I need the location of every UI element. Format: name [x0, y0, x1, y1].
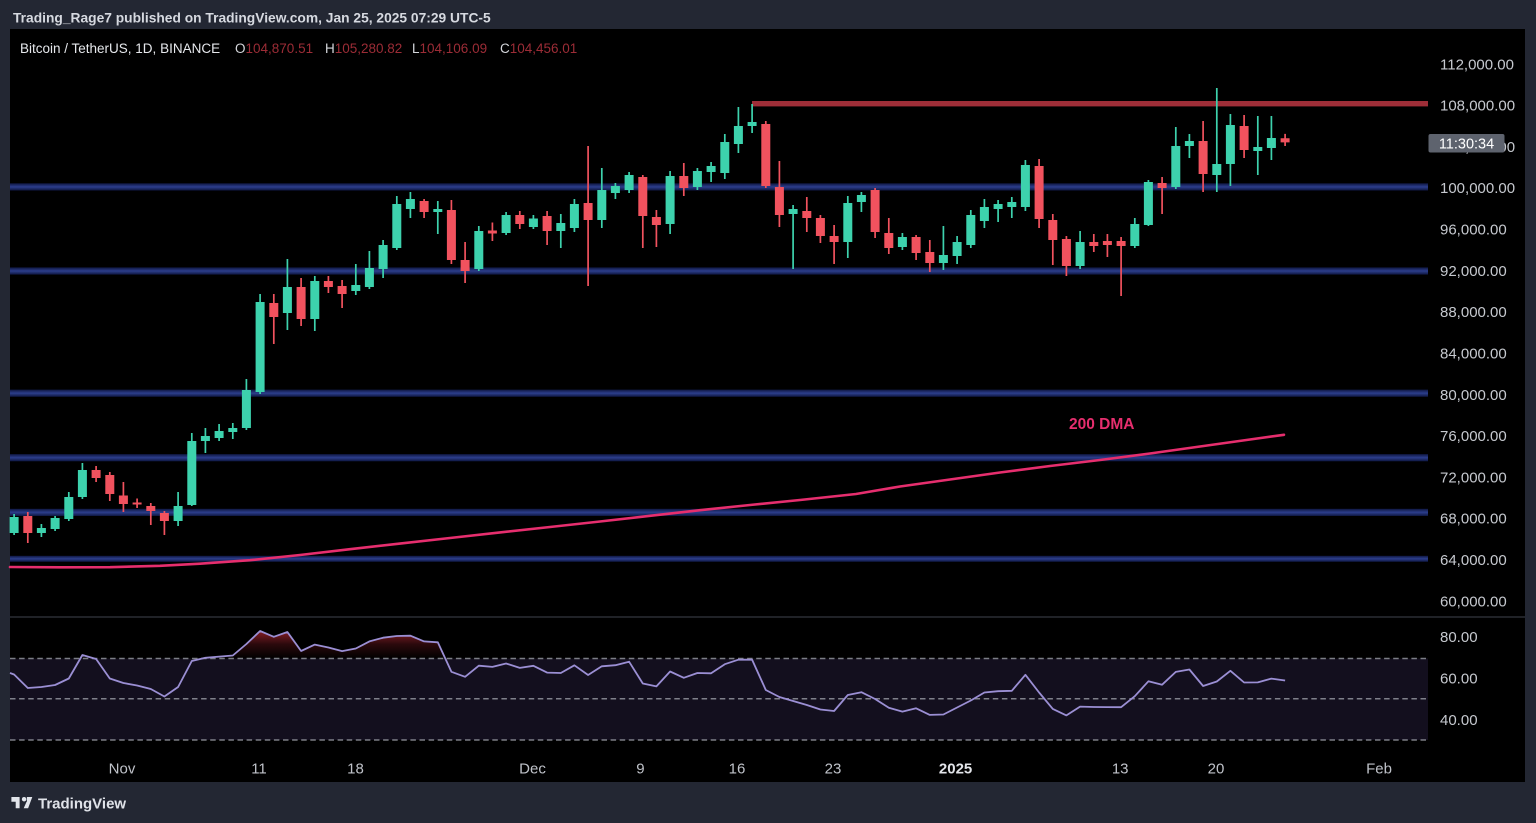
svg-text:80,000.00: 80,000.00: [1440, 387, 1507, 404]
svg-text:11:30:34: 11:30:34: [1439, 136, 1494, 152]
svg-text:13: 13: [1112, 761, 1129, 778]
svg-text:C104,456.01: C104,456.01: [500, 41, 577, 56]
svg-text:88,000.00: 88,000.00: [1440, 304, 1507, 321]
svg-text:L104,106.09: L104,106.09: [412, 41, 487, 56]
svg-text:92,000.00: 92,000.00: [1440, 263, 1507, 280]
svg-text:18: 18: [347, 761, 364, 778]
svg-text:11: 11: [251, 761, 267, 778]
svg-text:40.00: 40.00: [1440, 712, 1478, 729]
svg-text:Dec: Dec: [519, 761, 546, 778]
svg-text:O104,870.51: O104,870.51: [235, 41, 313, 56]
svg-text:112,000.00: 112,000.00: [1440, 56, 1514, 73]
svg-text:64,000.00: 64,000.00: [1440, 552, 1507, 569]
svg-text:2025: 2025: [939, 761, 972, 778]
svg-text:9: 9: [636, 761, 644, 778]
svg-text:100,000.00: 100,000.00: [1440, 180, 1515, 197]
svg-text:72,000.00: 72,000.00: [1440, 469, 1507, 486]
svg-text:20: 20: [1208, 761, 1225, 778]
svg-text:TradingView: TradingView: [38, 795, 126, 812]
svg-text:23: 23: [825, 761, 842, 778]
svg-text:80.00: 80.00: [1440, 629, 1478, 646]
svg-text:60.00: 60.00: [1440, 670, 1478, 687]
svg-text:16: 16: [729, 761, 746, 778]
svg-text:68,000.00: 68,000.00: [1440, 511, 1507, 528]
svg-text:200 DMA: 200 DMA: [1069, 416, 1134, 433]
svg-text:84,000.00: 84,000.00: [1440, 346, 1507, 363]
svg-text:108,000.00: 108,000.00: [1440, 98, 1515, 115]
svg-text:Trading_Rage7 published on Tra: Trading_Rage7 published on TradingView.c…: [13, 11, 491, 26]
svg-text:96,000.00: 96,000.00: [1440, 222, 1507, 239]
svg-text:60,000.00: 60,000.00: [1440, 593, 1507, 610]
svg-text:76,000.00: 76,000.00: [1440, 428, 1507, 445]
svg-text:H105,280.82: H105,280.82: [325, 41, 402, 56]
svg-text:Nov: Nov: [109, 761, 136, 778]
svg-text:Feb: Feb: [1366, 761, 1392, 778]
svg-text:Bitcoin / TetherUS, 1D, BINANC: Bitcoin / TetherUS, 1D, BINANCE: [20, 41, 220, 56]
